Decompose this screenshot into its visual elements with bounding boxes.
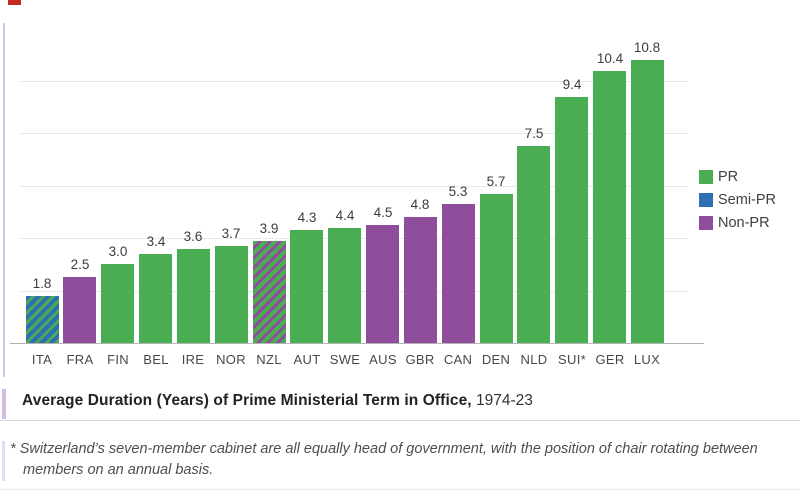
legend-swatch-semi_pr — [699, 192, 713, 207]
legend-swatch-non_pr — [699, 215, 713, 230]
legend-swatch-pr — [699, 169, 713, 184]
category-label-ITA: ITA — [31, 352, 53, 367]
chart-left-accent-line — [3, 23, 5, 377]
bar-IRE — [177, 249, 210, 343]
bar-ITA — [26, 296, 59, 343]
category-label-NOR: NOR — [216, 352, 246, 367]
value-label-CAN: 5.3 — [448, 184, 468, 199]
value-label-NZL: 3.9 — [259, 221, 279, 236]
category-label-DEN: DEN — [481, 352, 511, 367]
footnote-line-2: members on an annual basis. — [23, 462, 214, 478]
legend-item-non_pr: Non-PR — [699, 214, 776, 231]
value-label-FRA: 2.5 — [70, 257, 90, 272]
category-label-FIN: FIN — [107, 352, 129, 367]
category-label-AUS: AUS — [369, 352, 397, 367]
value-label-BEL: 3.4 — [146, 234, 166, 249]
legend-label-pr: PR — [718, 168, 739, 185]
chart-title-main: Average Duration (Years) of Prime Minist… — [22, 392, 472, 409]
bar-LUX — [631, 60, 664, 343]
value-label-GBR: 4.8 — [410, 197, 430, 212]
chart-title: Average Duration (Years) of Prime Minist… — [22, 392, 782, 410]
category-label-FRA: FRA — [66, 352, 94, 367]
legend-label-semi_pr: Semi-PR — [718, 191, 777, 208]
legend-item-pr: PR — [699, 168, 776, 185]
category-label-GBR: GBR — [405, 352, 435, 367]
bar-NOR — [215, 246, 248, 343]
value-label-AUT: 4.3 — [297, 210, 317, 225]
bar-GER — [593, 71, 626, 343]
value-label-GER: 10.4 — [596, 51, 624, 66]
bar-AUS — [366, 225, 399, 343]
title-footnote-divider — [0, 420, 800, 421]
footnote-line-1: * Switzerland’s seven-member cabinet are… — [10, 441, 758, 457]
bar-AUT — [290, 230, 323, 343]
bar-DEN — [480, 194, 513, 343]
bar-SUI — [555, 97, 588, 343]
legend-label-non_pr: Non-PR — [718, 214, 770, 231]
value-label-DEN: 5.7 — [486, 174, 506, 189]
value-label-SUI: 9.4 — [562, 77, 582, 92]
legend-item-semi_pr: Semi-PR — [699, 191, 777, 208]
category-label-CAN: CAN — [443, 352, 473, 367]
title-accent-line — [2, 389, 6, 419]
red-marker — [8, 0, 21, 5]
value-label-SWE: 4.4 — [335, 208, 355, 223]
bottom-border-line — [0, 489, 800, 490]
value-label-NOR: 3.7 — [221, 226, 241, 241]
category-label-IRE: IRE — [181, 352, 205, 367]
bar-NZL — [253, 241, 286, 343]
category-label-NZL: NZL — [256, 352, 282, 367]
category-label-SUI: SUI* — [558, 352, 586, 367]
bar-FRA — [63, 277, 96, 343]
gridline-10 — [20, 81, 688, 82]
value-label-AUS: 4.5 — [373, 205, 393, 220]
bar-CAN — [442, 204, 475, 343]
chart-title-period: 1974-23 — [476, 392, 533, 409]
bar-SWE — [328, 228, 361, 343]
bar-NLD — [517, 146, 550, 343]
value-label-LUX: 10.8 — [633, 40, 661, 55]
category-label-BEL: BEL — [143, 352, 169, 367]
footnote-accent-line — [2, 441, 5, 481]
bar-GBR — [404, 217, 437, 343]
value-label-IRE: 3.6 — [183, 229, 203, 244]
bar-FIN — [101, 264, 134, 343]
value-label-ITA: 1.8 — [32, 276, 52, 291]
chart-legend: PR Semi-PR Non-PR — [699, 169, 776, 238]
category-label-NLD: NLD — [520, 352, 548, 367]
category-label-AUT: AUT — [293, 352, 321, 367]
category-label-GER: GER — [595, 352, 625, 367]
gridline-6 — [20, 186, 688, 187]
gridline-8 — [20, 133, 688, 134]
value-label-NLD: 7.5 — [524, 126, 544, 141]
value-label-FIN: 3.0 — [108, 244, 128, 259]
category-label-LUX: LUX — [633, 352, 661, 367]
category-label-SWE: SWE — [329, 352, 361, 367]
footnote: * Switzerland’s seven-member cabinet are… — [10, 439, 788, 481]
bar-BEL — [139, 254, 172, 343]
x-axis-line — [10, 343, 704, 344]
